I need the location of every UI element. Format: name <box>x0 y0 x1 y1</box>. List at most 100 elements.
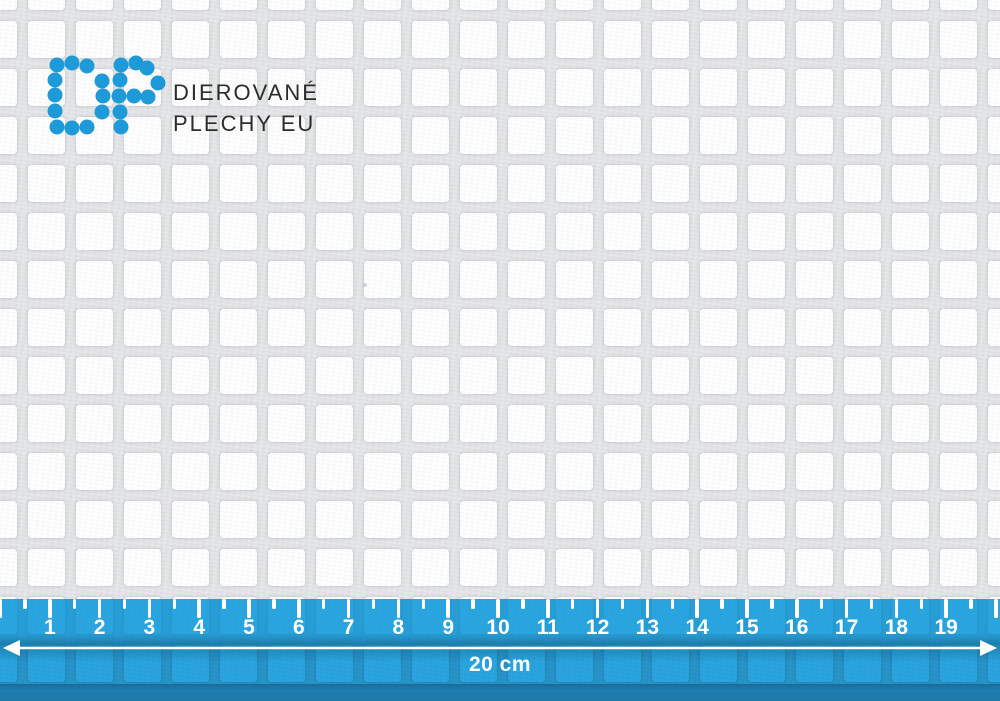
sheet-hole <box>556 261 593 298</box>
sheet-hole <box>28 21 65 58</box>
logo-dot <box>111 88 127 104</box>
sheet-hole <box>508 549 545 586</box>
ruler-tick-minor <box>421 599 426 609</box>
sheet-hole <box>364 165 401 202</box>
sheet-hole <box>316 213 353 250</box>
sheet-hole <box>0 117 17 154</box>
ruler-tick-major <box>48 599 52 618</box>
sheet-hole <box>76 0 113 10</box>
ruler-number: 4 <box>193 616 206 639</box>
sheet-hole <box>700 549 737 586</box>
sheet-hole <box>0 549 17 586</box>
sheet-hole <box>76 501 113 538</box>
sheet-hole <box>844 69 881 106</box>
ruler-tick-major <box>546 599 550 618</box>
sheet-hole <box>652 501 689 538</box>
sheet-hole <box>364 405 401 442</box>
sheet-hole <box>316 405 353 442</box>
sheet-hole <box>652 549 689 586</box>
sheet-hole <box>940 453 977 490</box>
sheet-hole <box>412 453 449 490</box>
sheet-hole <box>652 117 689 154</box>
sheet-hole <box>28 309 65 346</box>
sheet-hole <box>796 309 833 346</box>
sheet-hole <box>220 501 257 538</box>
sheet-hole <box>220 357 257 394</box>
ruler-number: 8 <box>392 616 405 639</box>
sheet-hole <box>940 549 977 586</box>
sheet-hole <box>604 213 641 250</box>
ruler-tick-major <box>595 599 600 618</box>
sheet-hole <box>604 117 641 154</box>
ruler-tick-minor <box>620 599 625 609</box>
sheet-hole <box>220 69 257 106</box>
sheet-hole <box>556 405 593 442</box>
sheet-hole <box>700 453 737 490</box>
ruler-tick-minor <box>869 599 874 609</box>
sheet-hole <box>796 117 833 154</box>
dust-speck <box>362 283 367 287</box>
sheet-hole <box>988 309 1000 346</box>
sheet-hole <box>508 0 545 10</box>
sheet-hole <box>748 405 785 442</box>
ruler-tick-major <box>645 599 650 618</box>
sheet-hole <box>364 21 401 58</box>
ruler-number: 6 <box>292 616 305 639</box>
brand-wordmark: DIEROVANÉ PLECHY EU <box>173 77 319 139</box>
sheet-hole <box>0 453 17 490</box>
sheet-hole <box>652 261 689 298</box>
ruler-tick-minor <box>570 599 575 609</box>
sheet-hole <box>76 357 113 394</box>
sheet-hole <box>364 549 401 586</box>
sheet-hole <box>844 165 881 202</box>
sheet-hole <box>988 405 1000 442</box>
sheet-hole <box>316 453 353 490</box>
sheet-hole <box>556 165 593 202</box>
sheet-hole <box>316 0 353 10</box>
sheet-hole <box>28 357 65 394</box>
sheet-hole <box>172 309 209 346</box>
sheet-hole <box>460 213 497 250</box>
sheet-hole <box>844 261 881 298</box>
ruler-tick-major <box>197 599 201 618</box>
sheet-hole <box>988 501 1000 538</box>
sheet-hole <box>604 357 641 394</box>
ruler-number: 7 <box>342 616 355 639</box>
sheet-hole <box>508 309 545 346</box>
ruler-number: 2 <box>93 616 106 639</box>
sheet-hole <box>316 549 353 586</box>
ruler-tick-major <box>247 599 251 618</box>
sheet-hole <box>940 309 977 346</box>
sheet-hole <box>0 165 17 202</box>
sheet-hole <box>892 261 929 298</box>
sheet-hole <box>748 357 785 394</box>
sheet-hole <box>76 213 113 250</box>
sheet-hole <box>460 69 497 106</box>
sheet-hole <box>412 405 449 442</box>
ruler-tick-minor <box>521 599 525 609</box>
arrowhead-right-icon <box>980 640 997 656</box>
ruler-number: 13 <box>635 616 660 639</box>
sheet-hole <box>700 165 737 202</box>
sheet-hole <box>460 453 497 490</box>
sheet-hole <box>460 549 497 586</box>
sheet-hole <box>460 501 497 538</box>
sheet-hole <box>940 357 977 394</box>
brand-line-2: PLECHY EU <box>173 111 316 136</box>
sheet-hole <box>892 0 929 10</box>
sheet-hole <box>508 213 545 250</box>
sheet-hole <box>988 117 1000 154</box>
sheet-hole <box>124 501 161 538</box>
sheet-hole <box>460 21 497 58</box>
sheet-hole <box>268 501 305 538</box>
sheet-hole <box>124 549 161 586</box>
sheet-hole <box>28 213 65 250</box>
sheet-hole <box>172 21 209 58</box>
sheet-hole <box>604 261 641 298</box>
logo-dot <box>64 120 80 136</box>
logo-dot <box>95 88 111 104</box>
ruler-number: 3 <box>143 616 156 639</box>
sheet-hole <box>988 357 1000 394</box>
logo-dot <box>113 119 129 135</box>
